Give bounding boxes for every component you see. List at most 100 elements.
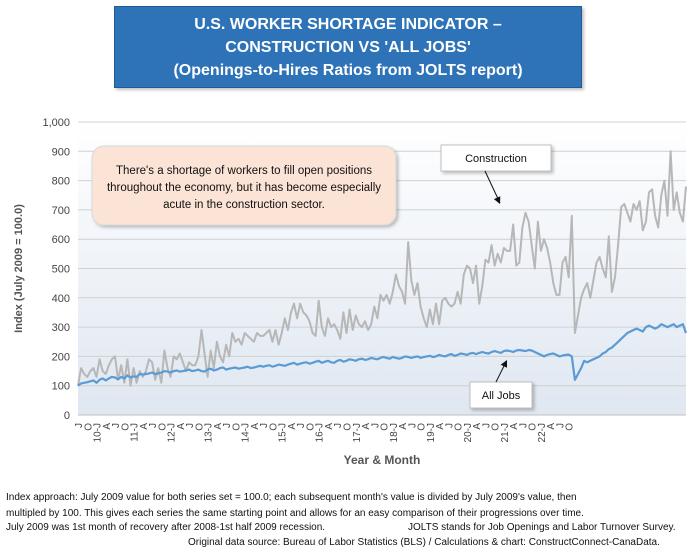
x-tick-label: O [157, 423, 168, 431]
x-tick-label-group: A [250, 423, 261, 430]
x-tick-label: A [287, 423, 298, 430]
x-tick-label: 18-J [389, 423, 400, 442]
x-tick-label: O [380, 423, 391, 431]
x-tick-label: O [120, 423, 131, 431]
y-tick-label: 300 [52, 322, 70, 334]
x-tick-label-group: 19-J [426, 423, 437, 442]
annotation-box [91, 145, 397, 226]
footnote-line-3a: July 2009 was 1st month of recovery afte… [6, 522, 326, 533]
x-tick-label-group: J [296, 423, 307, 428]
x-tick-label-group: 16-J [315, 423, 326, 442]
y-tick-label: 700 [52, 205, 70, 217]
x-tick-label: A [250, 423, 261, 430]
x-tick-label: O [268, 423, 279, 431]
x-tick-label: J [111, 423, 122, 428]
x-tick-label-group: 11-J [130, 423, 141, 442]
x-tick-label-group: O [380, 423, 391, 431]
x-tick-label: J [370, 423, 381, 428]
x-tick-label: O [343, 423, 354, 431]
x-tick-label-group: J [481, 423, 492, 428]
x-tick-label-group: J [518, 423, 529, 428]
x-tick-label-group: J [555, 423, 566, 428]
x-tick-label-group: A [287, 423, 298, 430]
x-tick-label-group: O [528, 423, 539, 431]
x-tick-label: O [305, 423, 316, 431]
x-tick-label-group: A [176, 423, 187, 430]
x-tick-label-group: J [111, 423, 122, 428]
x-tick-label-group: J [333, 423, 344, 428]
x-tick-label: O [565, 423, 576, 431]
x-tick-label: J [481, 423, 492, 428]
all-jobs-callout-arrowhead [500, 360, 507, 368]
x-tick-label-group: 15-J [278, 423, 289, 442]
x-tick-label: O [528, 423, 539, 431]
y-tick-label: 400 [52, 293, 70, 305]
x-tick-label: 14-J [241, 423, 252, 442]
x-tick-label: 12-J [167, 423, 178, 442]
x-tick-label-group: O [83, 423, 94, 431]
x-tick-label-group: O [565, 423, 576, 431]
footnote-line-4: Original data source: Bureau of Labor St… [188, 537, 660, 548]
x-tick-label-group: O [231, 423, 242, 431]
x-tick-label: A [361, 423, 372, 430]
x-tick-label: O [83, 423, 94, 431]
x-tick-label-group: 20-J [463, 423, 474, 442]
y-tick-label: 600 [52, 234, 70, 246]
x-tick-label: A [213, 423, 224, 430]
construction-callout-box [440, 144, 552, 172]
x-tick-label-group: A [324, 423, 335, 430]
x-tick-label: A [398, 423, 409, 430]
x-tick-label-group: 17-J [352, 423, 363, 442]
x-tick-label: J [185, 423, 196, 428]
x-tick-label-group: 22-J [537, 423, 548, 442]
x-tick-label: O [491, 423, 502, 431]
x-tick-label: J [333, 423, 344, 428]
x-tick-label: J [407, 423, 418, 428]
y-tick-label: 1,000 [42, 117, 70, 129]
x-tick-label-group: O [491, 423, 502, 431]
x-tick-label-group: J [370, 423, 381, 428]
x-tick-label: 10-J [93, 423, 104, 442]
x-tick-label-group: 10-J [93, 423, 104, 442]
x-tick-label: 13-J [204, 423, 215, 442]
x-tick-label: 21-J [500, 423, 511, 442]
chart-title-line-1: U.S. WORKER SHORTAGE INDICATOR – [194, 15, 502, 33]
x-tick-label: J [222, 423, 233, 428]
chart-title-line-3: (Openings-to-Hires Ratios from JOLTS rep… [173, 61, 523, 79]
x-tick-label: A [509, 423, 520, 430]
footnote-line-1: Index approach: July 2009 value for both… [6, 492, 577, 503]
x-tick-label: J [74, 423, 85, 428]
chart-title-line-2: CONSTRUCTION VS 'ALL JOBS' [225, 38, 471, 56]
x-tick-label-group: O [120, 423, 131, 431]
all-jobs-callout-label: All Jobs [482, 390, 521, 402]
x-tick-label: A [139, 423, 150, 430]
construction-callout-label: Construction [465, 153, 527, 165]
y-tick-label: 500 [52, 264, 70, 276]
x-tick-label: A [435, 423, 446, 430]
x-tick-label: 20-J [463, 423, 474, 442]
x-tick-label-group: 13-J [204, 423, 215, 442]
x-tick-label-group: O [194, 423, 205, 431]
x-tick-label-group: A [472, 423, 483, 430]
x-tick-label-group: J [444, 423, 455, 428]
x-tick-label-group: J [407, 423, 418, 428]
y-tick-label: 0 [64, 410, 70, 422]
x-tick-label-group: A [102, 423, 113, 430]
x-tick-label-group: A [509, 423, 520, 430]
y-tick-label: 900 [52, 146, 70, 158]
x-tick-label-group: O [305, 423, 316, 431]
x-tick-label-group: A [398, 423, 409, 430]
x-tick-label: A [102, 423, 113, 430]
series-line-construction [77, 150, 687, 387]
x-tick-label: J [518, 423, 529, 428]
x-tick-label: O [454, 423, 465, 431]
x-tick-label-group: J [222, 423, 233, 428]
annotation-text-line: throughout the economy, but it has becom… [107, 182, 381, 194]
x-tick-label-group: 12-J [167, 423, 178, 442]
footnote-line-3b: JOLTS stands for Job Openings and Labor … [408, 522, 676, 533]
x-tick-label-group: 18-J [389, 423, 400, 442]
x-tick-label-group: A [213, 423, 224, 430]
y-tick-label: 800 [52, 176, 70, 188]
all-jobs-callout-box [469, 381, 533, 409]
